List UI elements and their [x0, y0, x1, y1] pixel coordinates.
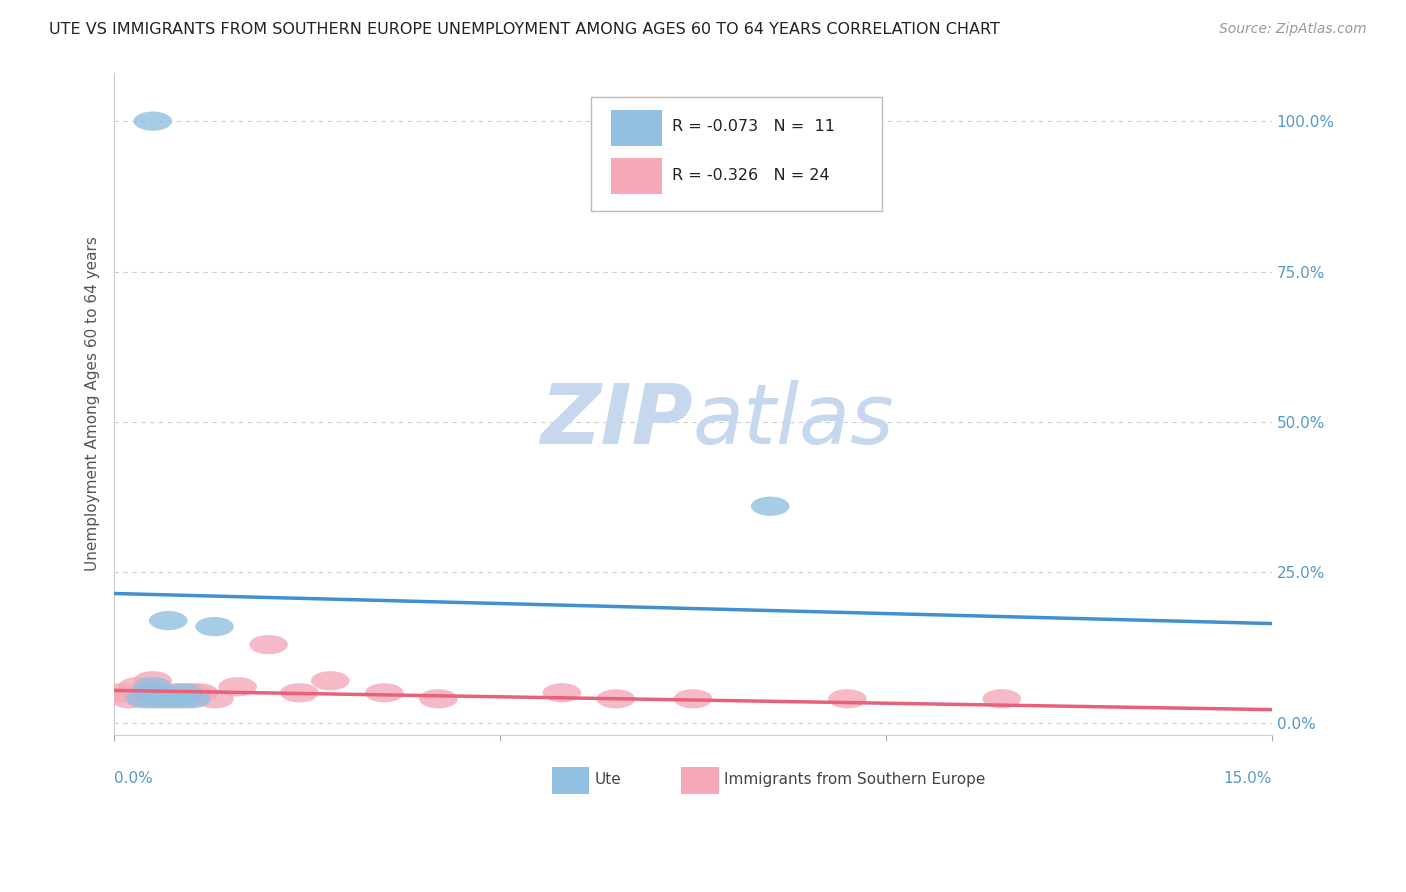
Ellipse shape	[103, 683, 141, 702]
Ellipse shape	[134, 677, 172, 697]
FancyBboxPatch shape	[551, 767, 589, 795]
Ellipse shape	[156, 683, 195, 702]
Y-axis label: Unemployment Among Ages 60 to 64 years: Unemployment Among Ages 60 to 64 years	[86, 236, 100, 572]
FancyBboxPatch shape	[610, 159, 662, 194]
Text: 15.0%: 15.0%	[1223, 772, 1272, 787]
Ellipse shape	[118, 677, 156, 697]
Text: atlas: atlas	[693, 380, 894, 461]
Text: Immigrants from Southern Europe: Immigrants from Southern Europe	[724, 772, 986, 788]
Text: ZIP: ZIP	[540, 380, 693, 461]
Ellipse shape	[134, 671, 172, 690]
Ellipse shape	[366, 683, 404, 702]
FancyBboxPatch shape	[591, 97, 882, 211]
Ellipse shape	[180, 683, 218, 702]
Ellipse shape	[149, 690, 187, 708]
Ellipse shape	[156, 690, 195, 708]
Text: Ute: Ute	[595, 772, 621, 788]
Ellipse shape	[673, 690, 713, 708]
Text: 0.0%: 0.0%	[114, 772, 153, 787]
Ellipse shape	[165, 683, 202, 702]
Ellipse shape	[110, 690, 149, 708]
FancyBboxPatch shape	[610, 110, 662, 145]
Ellipse shape	[280, 683, 319, 702]
Ellipse shape	[134, 683, 172, 702]
Ellipse shape	[596, 690, 636, 708]
Text: R = -0.073   N =  11: R = -0.073 N = 11	[672, 120, 835, 134]
Ellipse shape	[141, 690, 180, 708]
Ellipse shape	[983, 690, 1021, 708]
Ellipse shape	[419, 690, 457, 708]
Ellipse shape	[134, 112, 172, 131]
Ellipse shape	[141, 683, 180, 702]
Ellipse shape	[134, 690, 172, 708]
Text: UTE VS IMMIGRANTS FROM SOUTHERN EUROPE UNEMPLOYMENT AMONG AGES 60 TO 64 YEARS CO: UTE VS IMMIGRANTS FROM SOUTHERN EUROPE U…	[49, 22, 1000, 37]
Ellipse shape	[195, 690, 233, 708]
Ellipse shape	[249, 635, 288, 654]
Ellipse shape	[125, 690, 165, 708]
Ellipse shape	[149, 611, 187, 631]
Ellipse shape	[165, 690, 202, 708]
Ellipse shape	[125, 683, 165, 702]
Ellipse shape	[172, 683, 211, 702]
Ellipse shape	[311, 671, 350, 690]
Ellipse shape	[543, 683, 581, 702]
Text: R = -0.326   N = 24: R = -0.326 N = 24	[672, 168, 830, 183]
Ellipse shape	[751, 497, 790, 516]
Ellipse shape	[172, 690, 211, 708]
Ellipse shape	[218, 677, 257, 697]
Ellipse shape	[828, 690, 866, 708]
Text: Source: ZipAtlas.com: Source: ZipAtlas.com	[1219, 22, 1367, 37]
Ellipse shape	[195, 617, 233, 636]
FancyBboxPatch shape	[682, 767, 718, 795]
